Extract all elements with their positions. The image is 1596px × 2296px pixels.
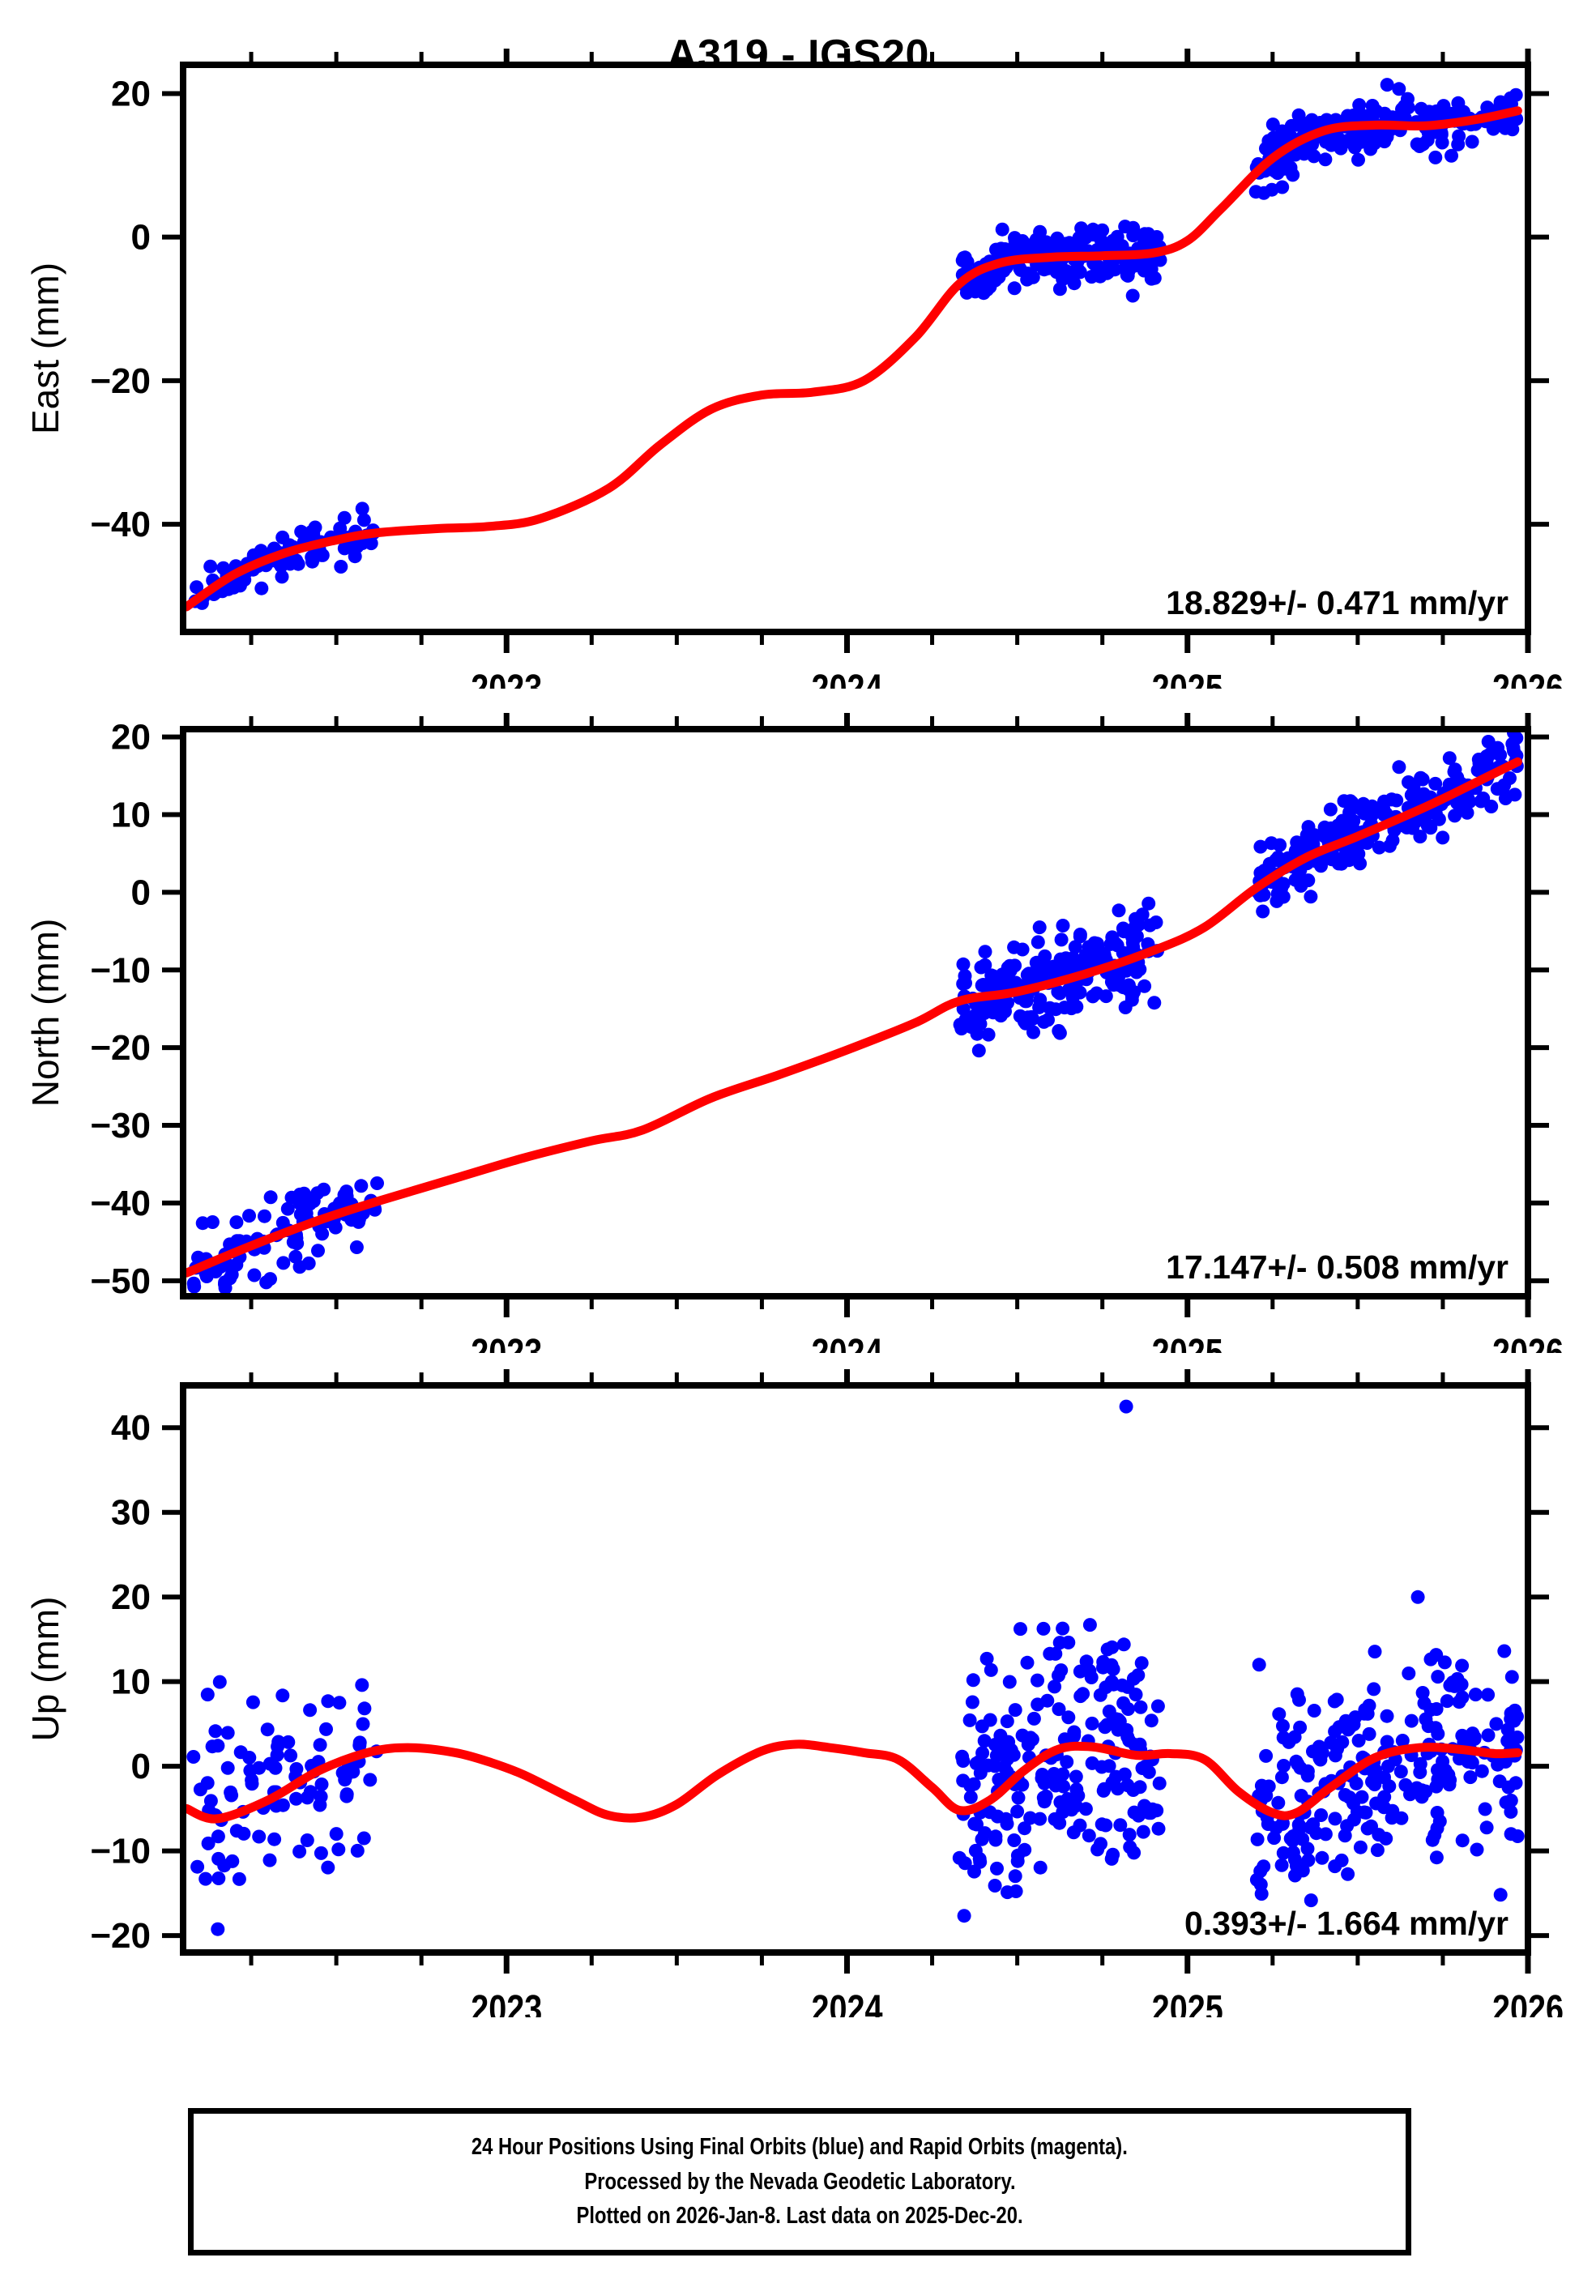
y-tick-label: −20 bbox=[90, 1916, 151, 1956]
plot-frame-north bbox=[180, 726, 1531, 1300]
y-tick-label: 0 bbox=[131, 873, 151, 912]
data-layer-north bbox=[183, 729, 1524, 1295]
footer-note-box: 24 Hour Positions Using Final Orbits (bl… bbox=[188, 2108, 1411, 2255]
x-tick-label: 2023 bbox=[471, 1331, 542, 1353]
y-tick-label: −20 bbox=[90, 361, 151, 401]
y-tick-label: 10 bbox=[111, 795, 151, 834]
x-axis-east: 2023 2024 2025 2026 bbox=[249, 49, 1564, 689]
footer-line-1: 24 Hour Positions Using Final Orbits (bl… bbox=[472, 2133, 1128, 2160]
y-tick-label: −10 bbox=[90, 1832, 151, 1871]
data-layer-up bbox=[183, 1399, 1525, 1936]
trend-line-up bbox=[183, 1739, 1522, 1824]
plot-frame-up bbox=[180, 1382, 1531, 1956]
x-tick-label: 2026 bbox=[1492, 1331, 1564, 1353]
y-tick-label: −50 bbox=[90, 1261, 151, 1301]
rate-annotation-up: 0.393+/- 1.664 mm/yr bbox=[1184, 1905, 1509, 1942]
y-axis-label-east: East (mm) bbox=[24, 262, 66, 434]
x-tick-label: 2025 bbox=[1152, 667, 1223, 689]
rate-annotation-north: 17.147+/- 0.508 mm/yr bbox=[1166, 1248, 1509, 1286]
x-tick-label: 2026 bbox=[1492, 1987, 1564, 2017]
plot-up: 40 30 20 10 0 −10 −20 2023 2024 2025 2026 Up (mm) 0.… bbox=[24, 1369, 1564, 2017]
y-tick-label: 20 bbox=[111, 1577, 151, 1617]
plot-frame-east bbox=[180, 62, 1531, 635]
x-tick-label: 2025 bbox=[1152, 1331, 1223, 1353]
y-axis-label-north: North (mm) bbox=[24, 919, 66, 1107]
trend-line-north bbox=[183, 757, 1522, 1278]
x-tick-label: 2023 bbox=[471, 667, 542, 689]
y-tick-label: −40 bbox=[90, 1184, 151, 1223]
x-tick-label: 2024 bbox=[811, 1987, 883, 2017]
y-axis-up: 40 30 20 10 0 −10 −20 bbox=[90, 1408, 1549, 1956]
y-tick-label: 40 bbox=[111, 1408, 151, 1448]
scatter-points-up bbox=[186, 1399, 1525, 1936]
y-tick-label: 30 bbox=[111, 1493, 151, 1533]
x-tick-label: 2024 bbox=[811, 1331, 883, 1353]
y-axis-east: 20 0 −20 −40 bbox=[90, 74, 1549, 544]
plot-north: 20 10 0 −10 −20 −30 −40 −50 2023 2024 2025 2026 Nort… bbox=[24, 713, 1564, 1353]
x-axis-up: 2023 2024 2025 2026 bbox=[249, 1369, 1564, 2017]
footer-line-2: Processed by the Nevada Geodetic Laborat… bbox=[583, 2168, 1016, 2195]
x-tick-label: 2026 bbox=[1492, 667, 1564, 689]
y-tick-label: −40 bbox=[90, 505, 151, 544]
y-tick-label: −10 bbox=[90, 950, 151, 990]
y-tick-label: −20 bbox=[90, 1028, 151, 1068]
footer-line-3: Plotted on 2026-Jan-8. Last data on 2025… bbox=[576, 2203, 1023, 2230]
y-tick-label: 10 bbox=[111, 1662, 151, 1702]
y-tick-label: −30 bbox=[90, 1106, 151, 1146]
data-layer-east bbox=[183, 78, 1524, 612]
y-axis-label-up: Up (mm) bbox=[24, 1597, 66, 1742]
panel-east: 20 0 −20 −40 2023 2024 2025 2026 East (mm) 18.829… bbox=[0, 49, 1596, 689]
x-tick-label: 2024 bbox=[811, 667, 883, 689]
x-axis-north: 2023 2024 2025 2026 bbox=[249, 713, 1564, 1353]
plot-east: 20 0 −20 −40 2023 2024 2025 2026 East (mm) 18.829… bbox=[24, 49, 1564, 689]
y-tick-label: 0 bbox=[131, 218, 151, 258]
x-tick-label: 2025 bbox=[1152, 1987, 1223, 2017]
x-tick-label: 2023 bbox=[471, 1987, 542, 2017]
y-tick-label: 20 bbox=[111, 74, 151, 113]
panel-north: 20 10 0 −10 −20 −30 −40 −50 2023 2024 2025 2026 Nort… bbox=[0, 713, 1596, 1353]
y-axis-north: 20 10 0 −10 −20 −30 −40 −50 bbox=[90, 718, 1549, 1301]
y-tick-label: 0 bbox=[131, 1747, 151, 1786]
y-tick-label: 20 bbox=[111, 718, 151, 758]
panel-up: 40 30 20 10 0 −10 −20 2023 2024 2025 2026 Up (mm) 0.… bbox=[0, 1369, 1596, 2017]
rate-annotation-east: 18.829+/- 0.471 mm/yr bbox=[1166, 584, 1509, 621]
trend-line-east bbox=[183, 106, 1522, 612]
